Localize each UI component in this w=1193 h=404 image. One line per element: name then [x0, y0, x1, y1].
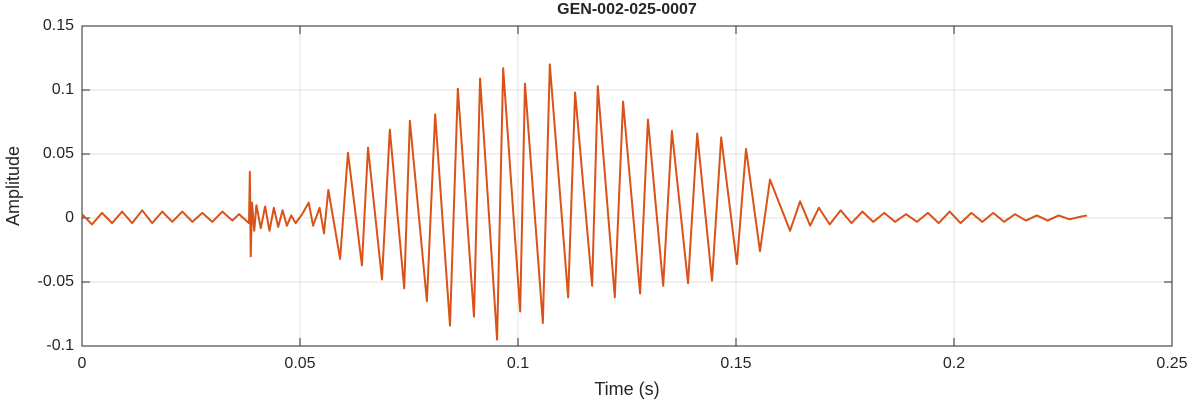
y-tick-label: 0 — [65, 209, 74, 226]
y-tick-label: 0.15 — [43, 17, 74, 34]
x-tick-label: 0.1 — [507, 355, 529, 372]
y-tick-label: -0.1 — [46, 337, 74, 354]
x-tick-label: 0.2 — [943, 355, 965, 372]
x-tick-label: 0.05 — [284, 355, 315, 372]
x-tick-label: 0.25 — [1156, 355, 1187, 372]
x-tick-label: 0 — [78, 355, 87, 372]
y-tick-label: 0.05 — [43, 145, 74, 162]
chart-title: GEN-002-025-0007 — [557, 1, 697, 18]
y-tick-label: -0.05 — [38, 273, 75, 290]
plot-frame — [81, 25, 1173, 347]
y-tick-label: 0.1 — [52, 81, 74, 98]
x-axis-label: Time (s) — [594, 379, 659, 399]
signal-line — [81, 63, 1088, 341]
y-axis-label: Amplitude — [3, 146, 23, 226]
x-tick-label: 0.15 — [720, 355, 751, 372]
